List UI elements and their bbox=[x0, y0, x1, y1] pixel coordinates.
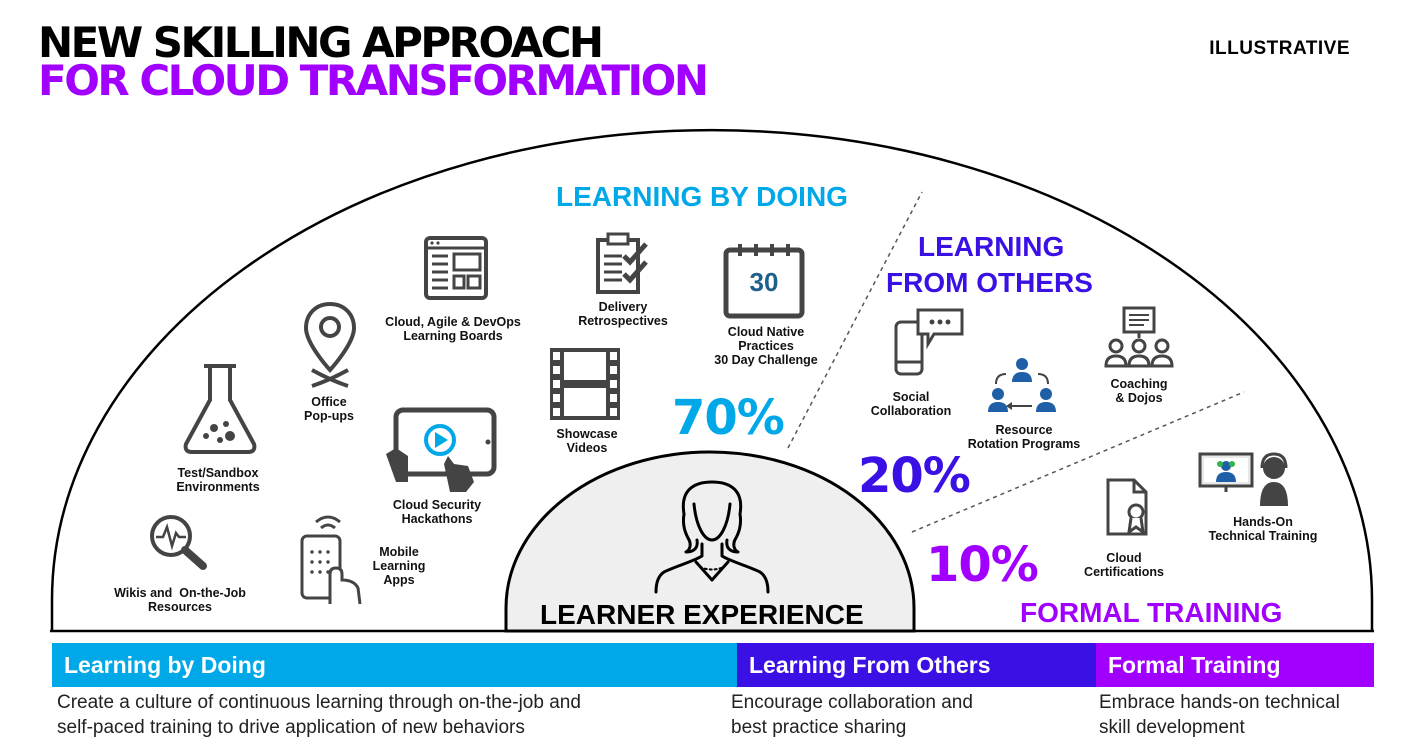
certificate-icon bbox=[1106, 478, 1148, 536]
title-line-2: FOR CLOUD TRANSFORMATION bbox=[38, 56, 709, 105]
cloud-certifications-label: Cloud Certifications bbox=[1084, 551, 1164, 579]
illustrative-tag: ILLUSTRATIVE bbox=[1209, 38, 1350, 59]
mobile-phone-icon bbox=[300, 515, 362, 605]
band-learning-by-doing: Learning by Doing bbox=[52, 643, 737, 687]
checklist-icon bbox=[596, 232, 648, 294]
mobile-apps-label: Mobile Learning Apps bbox=[372, 545, 426, 587]
desc-learning-from-others: Encourage collaboration and best practic… bbox=[731, 692, 973, 738]
resource-rotation-label: Resource Rotation Programs bbox=[967, 423, 1081, 451]
people-rotation-icon bbox=[988, 358, 1056, 412]
band-learning-from-others: Learning From Others bbox=[737, 643, 1096, 687]
office-popups-label: Office Pop-ups bbox=[304, 395, 354, 423]
formal-percent: 10% bbox=[926, 537, 1039, 593]
wikis-label: Wikis and On-the-Job Resources bbox=[114, 586, 246, 614]
learner-experience-label: LEARNER EXPERIENCE bbox=[540, 599, 864, 630]
tablet-play-icon bbox=[386, 407, 497, 492]
headset-trainer-icon bbox=[1198, 452, 1288, 506]
social-collaboration-label: Social Collaboration bbox=[870, 390, 952, 418]
title-line-1: NEW SKILLING APPROACH bbox=[38, 18, 604, 67]
learner-person-icon bbox=[654, 480, 770, 594]
showcase-videos-label: Showcase Videos bbox=[556, 427, 618, 455]
desc-formal-training: Embrace hands-on technical skill develop… bbox=[1099, 692, 1340, 738]
learning-from-others-title-line2: FROM OTHERS bbox=[886, 267, 1093, 298]
calendar-badge: 30 bbox=[750, 267, 779, 297]
retrospectives-label: Delivery Retrospectives bbox=[578, 300, 668, 328]
magnifier-pulse-icon bbox=[150, 515, 207, 570]
phone-chat-icon bbox=[894, 308, 964, 376]
band-learning-by-doing-label: Learning by Doing bbox=[64, 652, 266, 678]
band-formal-training-label: Formal Training bbox=[1108, 652, 1281, 678]
formal-training-title: FORMAL TRAINING bbox=[1020, 597, 1283, 628]
divider-doing-others bbox=[787, 191, 923, 449]
hackathons-label: Cloud Security Hackathons bbox=[392, 498, 482, 526]
board-icon bbox=[424, 236, 488, 300]
band-formal-training: Formal Training bbox=[1096, 643, 1374, 687]
others-percent: 20% bbox=[858, 448, 971, 504]
calendar-icon: 30 bbox=[723, 244, 805, 319]
learning-from-others-title-line1: LEARNING bbox=[918, 231, 1065, 262]
doing-percent: 70% bbox=[672, 390, 785, 446]
outer-semicircle bbox=[50, 128, 1374, 631]
flask-icon bbox=[183, 364, 257, 454]
band-learning-from-others-label: Learning From Others bbox=[749, 652, 991, 678]
hands-on-training-label: Hands-On Technical Training bbox=[1208, 515, 1318, 543]
30-day-challenge-label: Cloud Native Practices 30 Day Challenge bbox=[714, 325, 818, 367]
group-presentation-icon bbox=[1104, 306, 1174, 368]
test-sandbox-label: Test/Sandbox Environments bbox=[176, 466, 260, 494]
location-pin-icon bbox=[303, 301, 357, 388]
coaching-dojos-label: Coaching & Dojos bbox=[1110, 377, 1168, 405]
learning-boards-label: Cloud, Agile & DevOps Learning Boards bbox=[385, 315, 521, 343]
learner-semicircle bbox=[504, 450, 916, 633]
film-strip-icon bbox=[550, 348, 620, 420]
learning-by-doing-title: LEARNING BY DOING bbox=[556, 181, 848, 212]
desc-learning-by-doing: Create a culture of continuous learning … bbox=[57, 692, 581, 738]
